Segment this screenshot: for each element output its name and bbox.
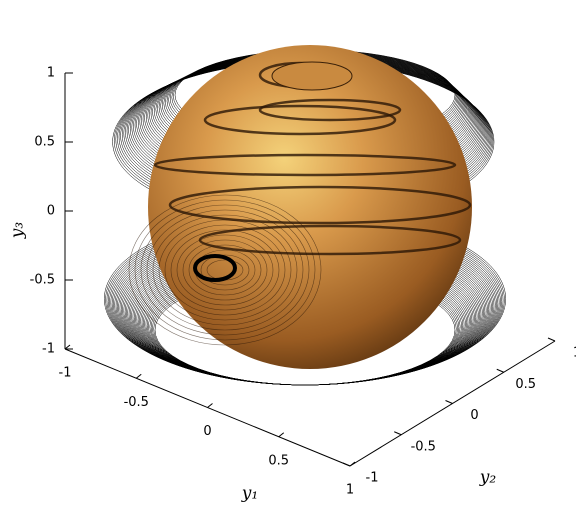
x-tick bbox=[208, 404, 213, 408]
y-tick bbox=[548, 338, 555, 341]
y-axis-label: y₂ bbox=[479, 468, 497, 488]
z-tick-label: 0 bbox=[47, 204, 55, 219]
sphere bbox=[148, 45, 472, 369]
y-tick bbox=[394, 432, 401, 435]
y-tick-label: 0 bbox=[470, 408, 478, 423]
x-axis-label: y₁ bbox=[241, 484, 258, 504]
y-tick-label: 0.5 bbox=[515, 377, 536, 392]
x-tick-label: 0 bbox=[203, 424, 211, 439]
y-tick bbox=[446, 401, 453, 404]
x-tick-label: -1 bbox=[59, 366, 72, 381]
x-tick bbox=[350, 462, 355, 466]
y-tick-label: -0.5 bbox=[411, 439, 436, 454]
x-tick-label: -0.5 bbox=[124, 395, 149, 410]
chart: -1-0.500.51-1-0.500.51-1-0.500.51 y₁ y₂ … bbox=[0, 0, 576, 508]
x-tick-label: 1 bbox=[346, 483, 354, 498]
y-tick-label: -1 bbox=[366, 471, 379, 486]
x-tick-label: 0.5 bbox=[268, 453, 289, 468]
trajectories bbox=[104, 45, 505, 385]
z-tick-label: 0.5 bbox=[34, 135, 55, 150]
y-tick bbox=[497, 369, 504, 372]
y-tick bbox=[343, 463, 350, 466]
cap bbox=[272, 62, 352, 90]
x-tick bbox=[65, 345, 70, 349]
x-tick bbox=[136, 374, 141, 378]
z-axis-label: y₃ bbox=[8, 222, 28, 240]
z-tick-label: -0.5 bbox=[30, 273, 55, 288]
x-tick bbox=[279, 433, 284, 437]
z-tick-label: -1 bbox=[42, 342, 55, 357]
z-tick-label: 1 bbox=[47, 66, 55, 81]
